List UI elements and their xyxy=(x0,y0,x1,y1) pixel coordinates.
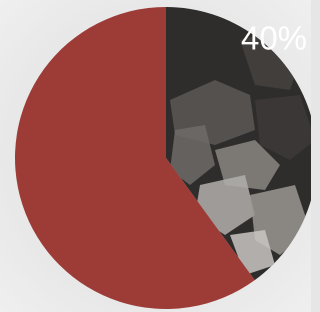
value-label: 40% xyxy=(241,19,307,56)
chart: 40% xyxy=(0,0,311,312)
